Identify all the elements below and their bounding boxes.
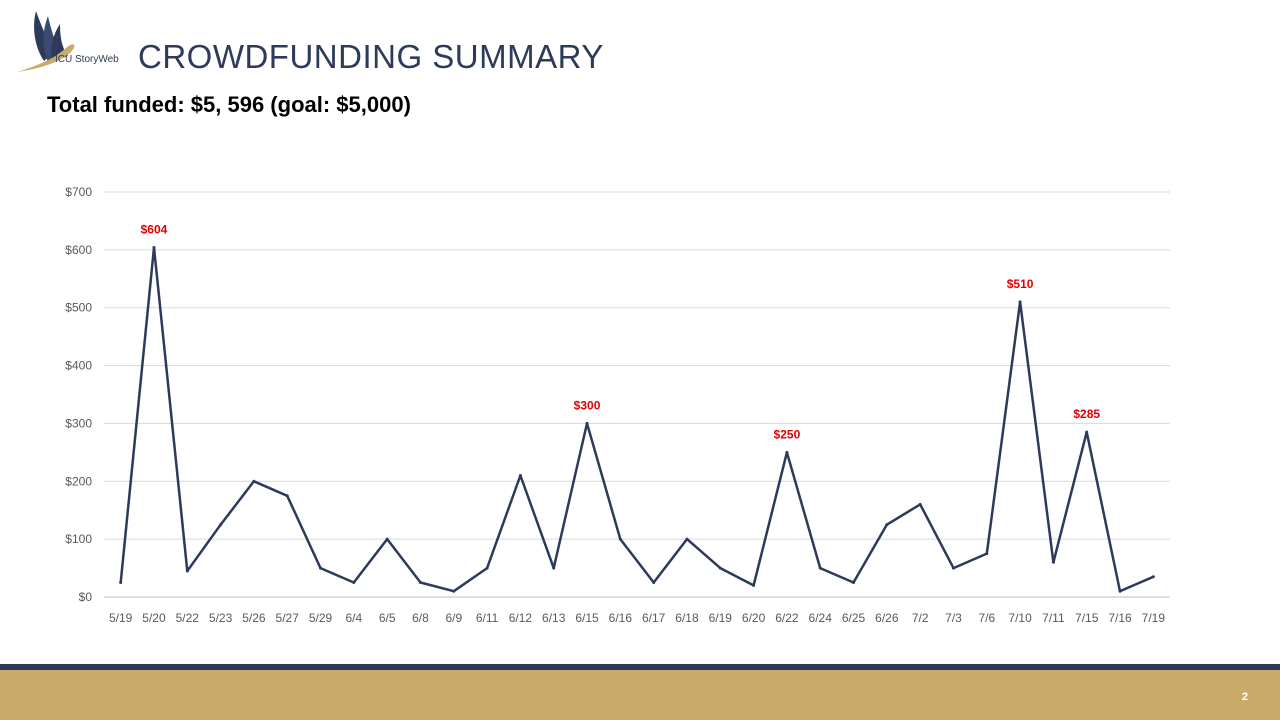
x-tick-label: 7/3	[945, 611, 962, 625]
y-tick-label: $700	[65, 185, 92, 199]
data-label: $300	[574, 398, 601, 412]
data-point	[951, 566, 955, 570]
x-tick-label: 5/23	[209, 611, 233, 625]
data-point	[885, 523, 889, 527]
x-tick-label: 6/4	[346, 611, 363, 625]
slide-title: CROWDFUNDING SUMMARY	[138, 38, 604, 75]
x-tick-label: 6/20	[742, 611, 766, 625]
data-point	[385, 537, 389, 541]
y-tick-label: $0	[79, 590, 93, 604]
x-tick-label: 6/16	[609, 611, 633, 625]
data-label: $510	[1007, 277, 1034, 291]
x-tick-label: 6/8	[412, 611, 429, 625]
data-label: $250	[774, 427, 801, 441]
data-point	[185, 569, 189, 573]
data-point	[718, 566, 722, 570]
y-tick-label: $100	[65, 532, 92, 546]
x-tick-label: 7/6	[978, 611, 995, 625]
page-number: 2	[1241, 691, 1248, 703]
y-tick-label: $200	[65, 474, 92, 488]
data-point	[1051, 560, 1055, 564]
data-point	[985, 552, 989, 556]
data-point	[352, 581, 356, 585]
data-point	[319, 566, 323, 570]
x-tick-label: 5/27	[276, 611, 300, 625]
x-tick-label: 7/11	[1042, 611, 1065, 625]
x-tick-label: 5/22	[176, 611, 200, 625]
y-tick-label: $400	[65, 359, 92, 373]
x-tick-label: 6/17	[642, 611, 666, 625]
x-tick-label: 6/9	[445, 611, 462, 625]
x-tick-label: 5/20	[142, 611, 166, 625]
x-tick-label: 6/24	[809, 611, 833, 625]
data-point	[418, 581, 422, 585]
data-label: $604	[141, 223, 168, 237]
total-funded-subtitle: Total funded: $5, 596 (goal: $5,000)	[47, 92, 411, 117]
x-tick-label: 7/16	[1108, 611, 1132, 625]
data-point	[252, 479, 256, 483]
x-tick-label: 6/18	[675, 611, 699, 625]
x-tick-label: 7/19	[1142, 611, 1166, 625]
data-point	[852, 581, 856, 585]
data-point	[752, 583, 756, 587]
footer-gold-bar	[0, 670, 1280, 720]
data-point	[1085, 430, 1089, 434]
x-tick-label: 5/26	[242, 611, 266, 625]
data-point	[219, 523, 223, 527]
logo-text: ICU StoryWeb	[55, 54, 119, 65]
x-tick-label: 6/22	[775, 611, 799, 625]
x-tick-label: 6/5	[379, 611, 396, 625]
x-tick-label: 6/19	[709, 611, 733, 625]
data-point	[618, 537, 622, 541]
data-point	[552, 566, 556, 570]
y-tick-label: $600	[65, 243, 92, 257]
x-tick-label: 6/26	[875, 611, 899, 625]
x-tick-label: 7/15	[1075, 611, 1099, 625]
data-point	[285, 494, 289, 498]
y-tick-label: $500	[65, 301, 92, 315]
data-point	[785, 450, 789, 454]
data-point	[652, 581, 656, 585]
data-point	[685, 537, 689, 541]
x-tick-label: 6/13	[542, 611, 566, 625]
data-point	[119, 581, 123, 585]
data-point	[1018, 300, 1022, 304]
data-point	[1151, 575, 1155, 579]
x-tick-label: 6/15	[575, 611, 599, 625]
footer-navy-bar	[0, 664, 1280, 670]
x-tick-label: 5/29	[309, 611, 333, 625]
data-point	[485, 566, 489, 570]
x-tick-label: 7/2	[912, 611, 929, 625]
data-point	[452, 589, 456, 593]
data-point	[518, 474, 522, 477]
bird-wing-logo-icon	[18, 11, 75, 72]
data-point	[152, 246, 156, 250]
x-tick-label: 7/10	[1008, 611, 1032, 625]
data-point	[585, 421, 589, 425]
data-label: $285	[1073, 407, 1100, 421]
x-tick-label: 6/12	[509, 611, 533, 625]
x-tick-label: 5/19	[109, 611, 133, 625]
data-point	[818, 566, 822, 570]
data-point	[1118, 589, 1122, 593]
data-point	[918, 502, 922, 506]
y-tick-label: $300	[65, 416, 92, 430]
series-line	[119, 246, 1154, 593]
x-tick-label: 6/11	[476, 611, 499, 625]
x-tick-label: 6/25	[842, 611, 866, 625]
